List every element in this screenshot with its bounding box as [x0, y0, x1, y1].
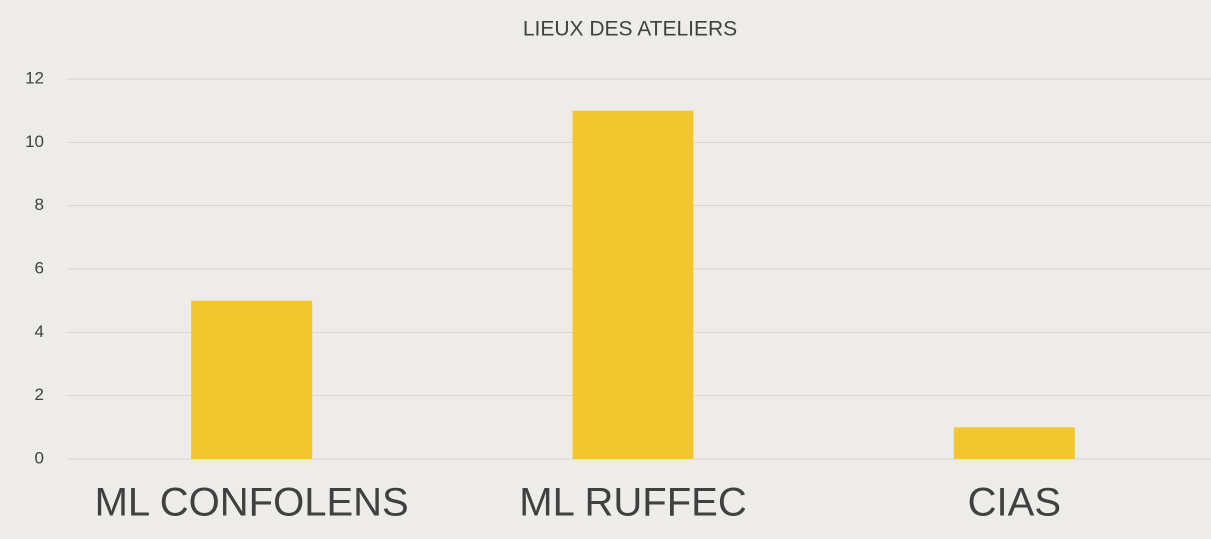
- y-tick-label: 0: [35, 448, 44, 467]
- y-tick-label: 4: [35, 322, 44, 341]
- y-tick-label: 2: [35, 385, 44, 404]
- y-tick-label: 6: [35, 258, 44, 277]
- y-tick-label: 10: [25, 132, 44, 151]
- bar: [191, 300, 313, 459]
- x-tick-label: ML RUFFEC: [519, 481, 746, 525]
- chart-title: LIEUX DES ATELIERS: [523, 18, 737, 41]
- y-tick-label: 12: [25, 68, 44, 87]
- x-tick-label: ML CONFOLENS: [95, 481, 409, 525]
- y-tick-label: 8: [35, 195, 44, 214]
- bar: [953, 427, 1075, 459]
- bar: [572, 110, 694, 460]
- x-tick-label: CIAS: [968, 481, 1061, 525]
